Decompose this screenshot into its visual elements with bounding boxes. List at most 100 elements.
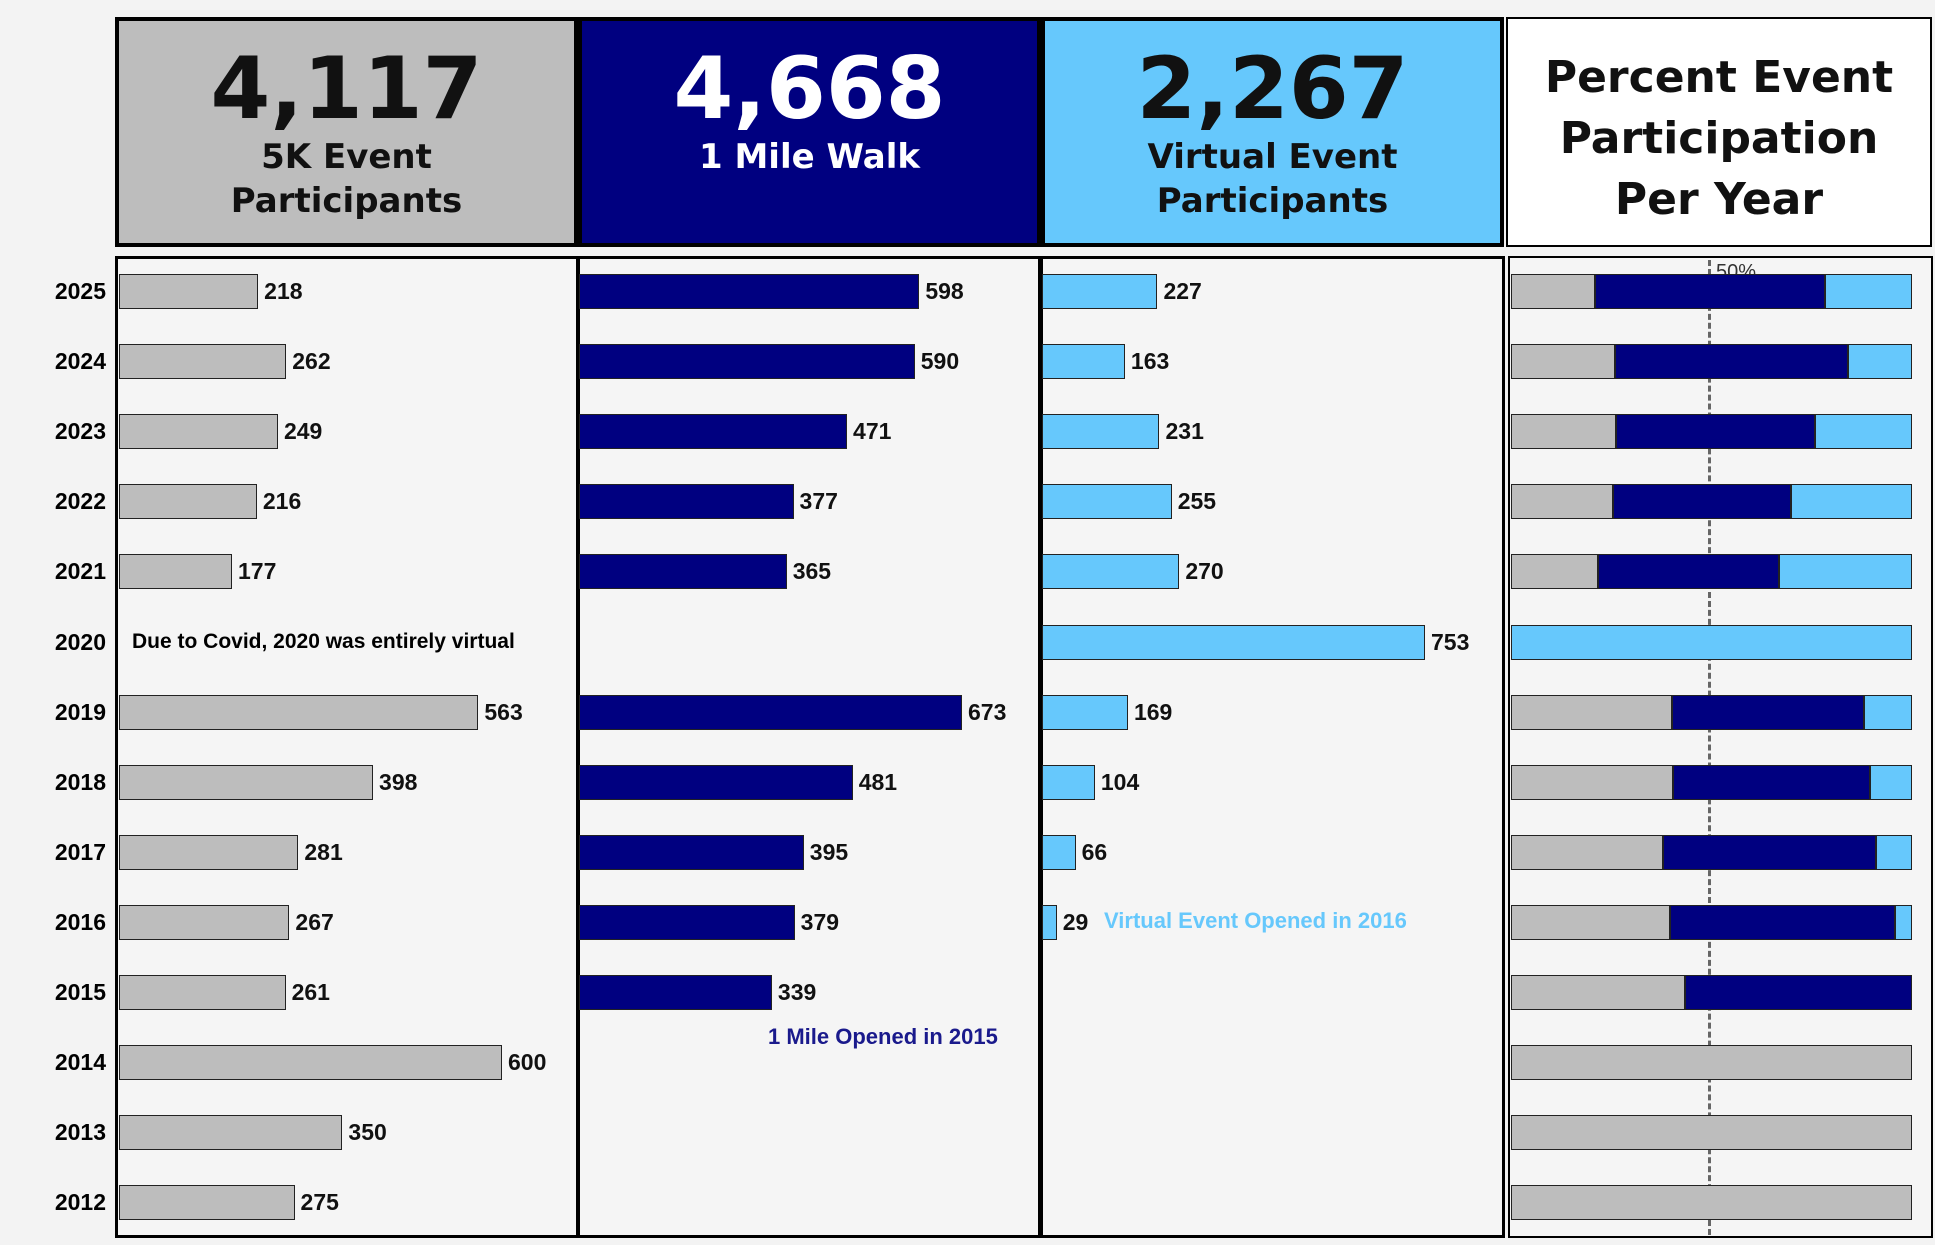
bar-5k <box>119 764 374 800</box>
bar-value-label: 471 <box>853 418 892 445</box>
bar-mile <box>579 975 772 1010</box>
bar-value-label: 249 <box>283 418 323 445</box>
card-mile-value: 4,668 <box>673 39 946 139</box>
card-mile: 4,668 1 Mile Walk <box>578 17 1041 247</box>
bar-value-label: 267 <box>295 908 334 935</box>
bar-mile <box>579 274 920 309</box>
bar-value-label: 350 <box>348 1119 387 1146</box>
year-label: 2020 <box>54 628 106 655</box>
bar-value-label: 281 <box>304 838 343 865</box>
mile-opened-note: 1 Mile Opened in 2015 <box>768 1024 998 1049</box>
percent-segment-virtual <box>1863 694 1912 730</box>
bar-value-label: 66 <box>1081 838 1108 865</box>
bar-value-label: 481 <box>858 768 898 795</box>
fifty-percent-line <box>1708 260 1711 1235</box>
bar-value-label: 753 <box>1431 628 1470 655</box>
percent-segment-5k <box>1511 975 1686 1010</box>
percent-segment-virtual <box>1869 764 1912 800</box>
panel-mile <box>577 256 1041 1238</box>
percent-segment-virtual <box>1847 344 1912 380</box>
bar-virtual <box>1042 414 1160 450</box>
percent-segment-mile <box>1613 484 1792 520</box>
bar-mile <box>579 904 795 940</box>
percent-segment-5k <box>1511 344 1615 380</box>
bar-5k <box>119 975 286 1010</box>
percent-segment-virtual <box>1778 554 1912 590</box>
bar-5k <box>119 1185 295 1221</box>
bar-mile <box>579 764 853 800</box>
percent-segment-mile <box>1615 414 1815 450</box>
bar-virtual <box>1042 484 1172 520</box>
percent-segment-5k <box>1511 414 1616 450</box>
year-label: 2017 <box>54 838 106 865</box>
year-label: 2021 <box>54 558 106 585</box>
percent-title-2: Participation <box>1559 113 1879 164</box>
year-label: 2025 <box>54 278 106 304</box>
percent-segment-virtual <box>1511 624 1912 660</box>
percent-segment-mile <box>1685 975 1912 1010</box>
card-virtual-label2: Participants <box>1156 181 1389 221</box>
bar-value-label: 262 <box>292 348 331 375</box>
panel-percent <box>1508 256 1933 1238</box>
card-mile-label: 1 Mile Walk <box>698 137 921 177</box>
card-virtual: 2,267 Virtual Event Participants <box>1041 17 1504 247</box>
bar-value-label: 590 <box>920 348 960 375</box>
percent-segment-mile <box>1594 274 1825 309</box>
bar-5k <box>119 1115 343 1151</box>
bar-mile <box>579 484 794 520</box>
bar-value-label: 398 <box>379 768 418 795</box>
bar-value-label: 227 <box>1163 278 1202 304</box>
bar-5k <box>119 1045 502 1081</box>
bar-mile <box>579 414 848 450</box>
bar-value-label: 365 <box>792 558 832 585</box>
card-virtual-label: Virtual Event <box>1147 137 1398 177</box>
bar-virtual <box>1042 694 1128 730</box>
year-label: 2019 <box>54 698 106 725</box>
bar-value-label: 339 <box>777 979 817 1005</box>
year-label: 2022 <box>54 488 106 515</box>
card-5k-label: 5K Event <box>261 137 432 177</box>
bar-5k <box>119 834 299 870</box>
bar-value-label: 255 <box>1177 488 1217 515</box>
card-virtual-value: 2,267 <box>1136 39 1409 139</box>
percent-segment-5k <box>1511 904 1670 940</box>
bar-mile <box>579 344 915 380</box>
bar-5k <box>119 414 278 450</box>
year-label: 2014 <box>54 1049 106 1076</box>
bar-value-label: 261 <box>291 979 330 1005</box>
percent-segment-virtual <box>1894 904 1912 940</box>
year-label: 2012 <box>54 1189 106 1216</box>
panel-virtual <box>1040 256 1505 1238</box>
percent-segment-5k <box>1511 1045 1912 1081</box>
bar-value-label: 598 <box>925 278 964 304</box>
bar-mile <box>579 834 804 870</box>
percent-title-3: Per Year <box>1614 174 1824 225</box>
year-label: 2024 <box>54 348 106 375</box>
card-percent: Percent Event Participation Per Year <box>1506 17 1932 247</box>
bar-virtual <box>1042 554 1180 590</box>
covid-note: Due to Covid, 2020 was entirely virtual <box>132 630 515 653</box>
card-5k-label2: Participants <box>230 181 463 221</box>
bar-value-label: 177 <box>237 558 277 585</box>
bar-value-label: 169 <box>1133 698 1173 725</box>
year-label: 2016 <box>54 908 106 935</box>
card-5k: 4,117 5K Event Participants <box>115 17 578 247</box>
percent-title-1: Percent Event <box>1544 52 1894 103</box>
bar-value-label: 104 <box>1100 768 1140 795</box>
bar-5k <box>119 274 259 309</box>
bar-value-label: 673 <box>968 698 1007 725</box>
percent-segment-mile <box>1669 904 1895 940</box>
year-label: 2013 <box>54 1119 106 1146</box>
bar-virtual <box>1042 344 1125 380</box>
bar-5k <box>119 694 479 730</box>
bar-value-label: 377 <box>799 488 838 515</box>
percent-segment-5k <box>1511 554 1599 590</box>
percent-segment-mile <box>1598 554 1779 590</box>
bar-value-label: 395 <box>809 838 849 865</box>
bar-mile <box>579 694 962 730</box>
percent-segment-virtual <box>1876 834 1912 870</box>
percent-segment-5k <box>1511 834 1663 870</box>
bar-value-label: 275 <box>300 1189 339 1216</box>
card-5k-value: 4,117 <box>210 39 483 139</box>
bar-5k <box>119 904 290 940</box>
